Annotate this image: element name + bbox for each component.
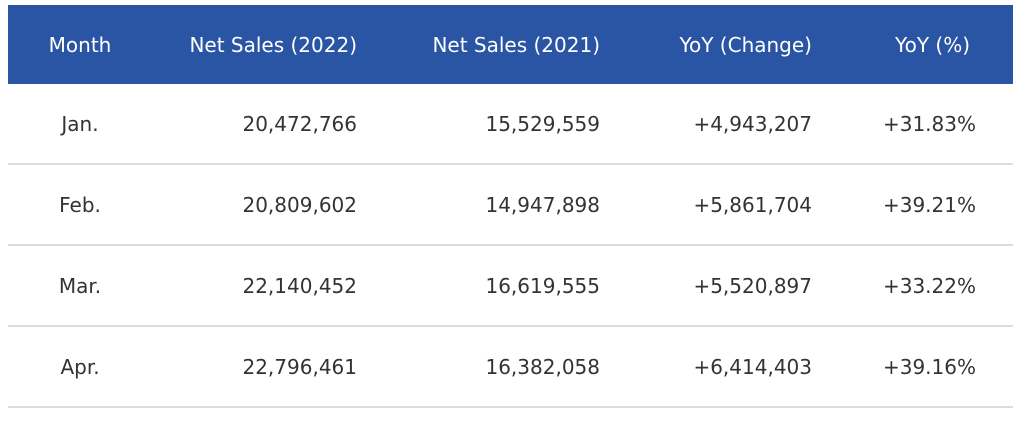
cell-yoy-percent: +39.16%: [882, 354, 976, 379]
header-yoy-change: YoY (Change): [679, 32, 812, 57]
cell-yoy-change: +5,520,897: [693, 273, 812, 298]
cell-yoy-percent: +31.83%: [882, 111, 976, 136]
cell-net-sales-2022: 20,472,766: [242, 111, 357, 136]
cell-month: Feb.: [59, 192, 101, 217]
cell-month: Mar.: [58, 273, 102, 298]
table-row: Jan. 20,472,766 15,529,559 +4,943,207 +3…: [8, 84, 1013, 165]
cell-month: Apr.: [60, 354, 100, 379]
cell-yoy-change: +5,861,704: [693, 192, 812, 217]
cell-yoy-change: +4,943,207: [693, 111, 812, 136]
header-net-sales-2021: Net Sales (2021): [432, 32, 600, 57]
cell-yoy-change: +6,414,403: [693, 354, 812, 379]
cell-month: Jan.: [61, 111, 99, 136]
header-month: Month: [48, 32, 112, 57]
cell-net-sales-2022: 22,140,452: [242, 273, 357, 298]
cell-yoy-percent: +33.22%: [882, 273, 976, 298]
cell-net-sales-2022: 22,796,461: [242, 354, 357, 379]
header-net-sales-2022: Net Sales (2022): [189, 32, 357, 57]
table-header: Month Net Sales (2022) Net Sales (2021) …: [8, 5, 1013, 84]
table-row: Apr. 22,796,461 16,382,058 +6,414,403 +3…: [8, 327, 1013, 408]
table-row: Feb. 20,809,602 14,947,898 +5,861,704 +3…: [8, 165, 1013, 246]
cell-net-sales-2022: 20,809,602: [242, 192, 357, 217]
net-sales-table: Month Net Sales (2022) Net Sales (2021) …: [8, 5, 1013, 408]
cell-net-sales-2021: 15,529,559: [485, 111, 600, 136]
cell-net-sales-2021: 16,619,555: [485, 273, 600, 298]
header-yoy-percent: YoY (%): [895, 32, 970, 57]
table-row: Mar. 22,140,452 16,619,555 +5,520,897 +3…: [8, 246, 1013, 327]
cell-net-sales-2021: 14,947,898: [485, 192, 600, 217]
cell-yoy-percent: +39.21%: [882, 192, 976, 217]
cell-net-sales-2021: 16,382,058: [485, 354, 600, 379]
